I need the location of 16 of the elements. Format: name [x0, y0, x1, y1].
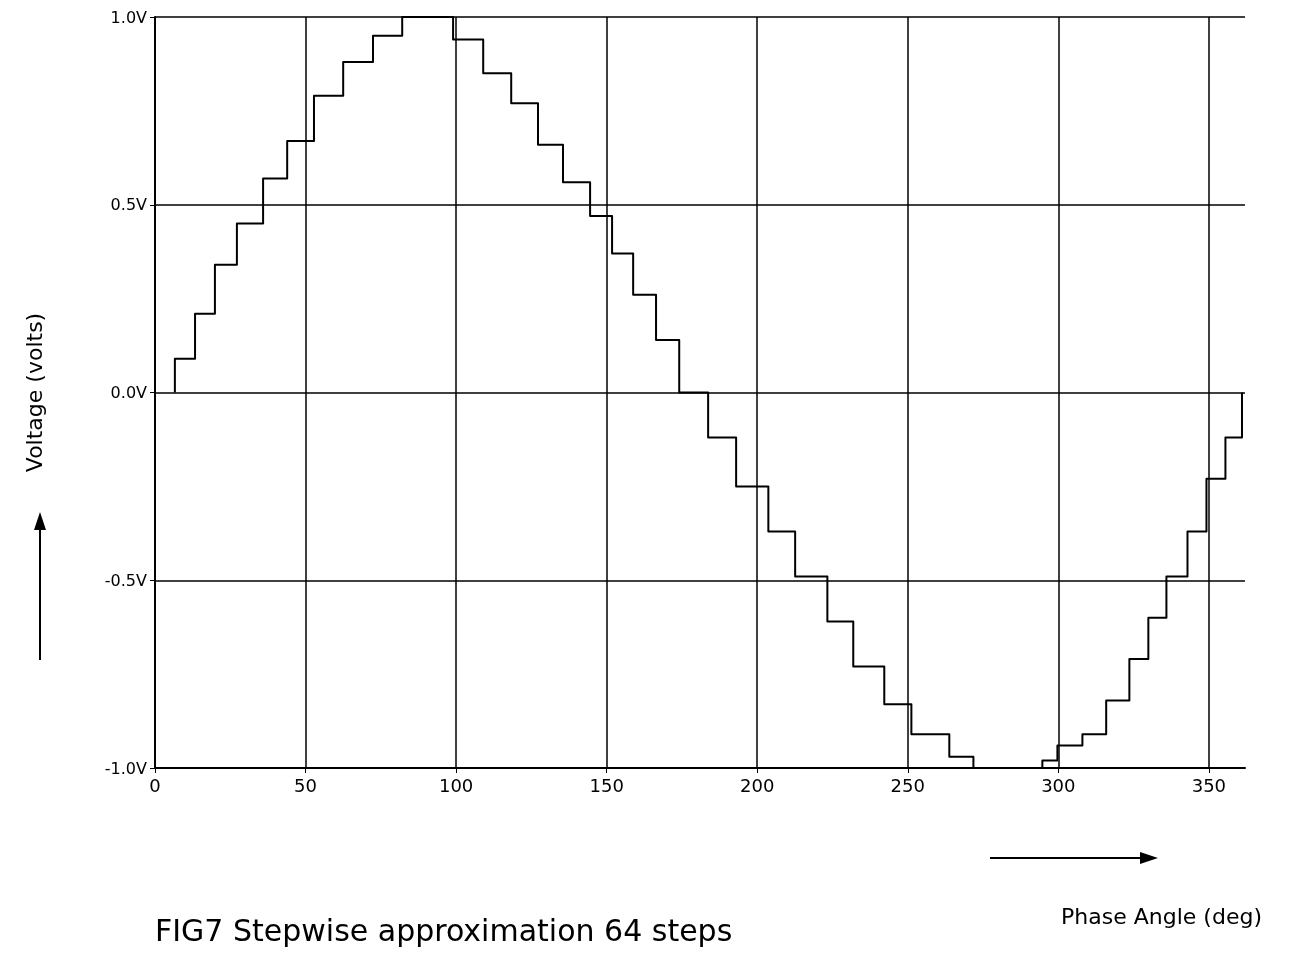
x-tick-label: 50: [294, 774, 318, 796]
y-tick-label: 1.0V: [110, 7, 148, 27]
x-axis-title: Phase Angle (deg): [1061, 903, 1263, 929]
x-tick-label: 0: [149, 774, 161, 796]
y-tick-label: -1.0V: [104, 758, 148, 778]
x-tick-label: 250: [890, 774, 925, 796]
x-tick-label: 300: [1041, 774, 1076, 796]
text: FIG7 Stepwise approximation 64 steps: [155, 912, 733, 948]
y-tick-label: 0.5V: [110, 195, 148, 215]
x-tick-label: 100: [438, 774, 474, 796]
y-axis-title: Voltage (volts): [21, 312, 47, 473]
x-tick-label: 200: [740, 774, 775, 796]
x-tick-label: 350: [1191, 774, 1227, 796]
y-tick-label: -0.5V: [104, 570, 148, 590]
y-tick-label: 0.0V: [110, 383, 148, 402]
x-tick-label: 150: [589, 774, 624, 796]
